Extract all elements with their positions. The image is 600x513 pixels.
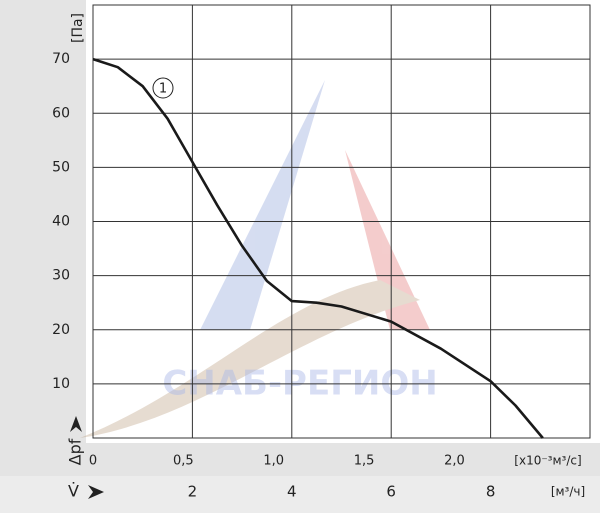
curve-label-circle [152,77,174,99]
x-arrow [88,485,104,499]
x-tick-label: 8 [486,483,496,501]
y-tick-label: 30 [52,268,70,284]
x2-tick-label: 0 [89,454,97,469]
x2-tick-label: 2,0 [444,454,465,469]
left-band [0,0,86,513]
y-label: [Па] [70,13,86,43]
x-tick-label: 2 [188,483,198,501]
x-symbol: V̇ [68,482,79,501]
curve [92,57,544,439]
y-tick-label: 40 [52,214,70,230]
y-tick-label: 50 [52,159,70,175]
x2-tick-label: 1,5 [354,454,375,469]
x-tick-label: 6 [386,483,396,501]
x-label: [м³/ч] [551,485,585,499]
x2-label: [x10⁻³м³/с] [514,454,581,468]
bottom-band-2 [0,476,600,513]
y-arrow [70,416,82,432]
y-tick-label: 60 [52,105,70,121]
y-tick-label: 20 [52,322,70,338]
y-symbol: Δpf [66,438,85,465]
y-tick-label: 10 [52,376,70,392]
x-tick-label: 4 [287,483,297,501]
y-tick-label: 70 [52,51,70,67]
watermark-shapes [80,80,430,438]
curve-label: 1 [159,82,167,97]
x2-tick-label: 1,0 [263,454,284,469]
x2-tick-label: 0,5 [173,454,194,469]
